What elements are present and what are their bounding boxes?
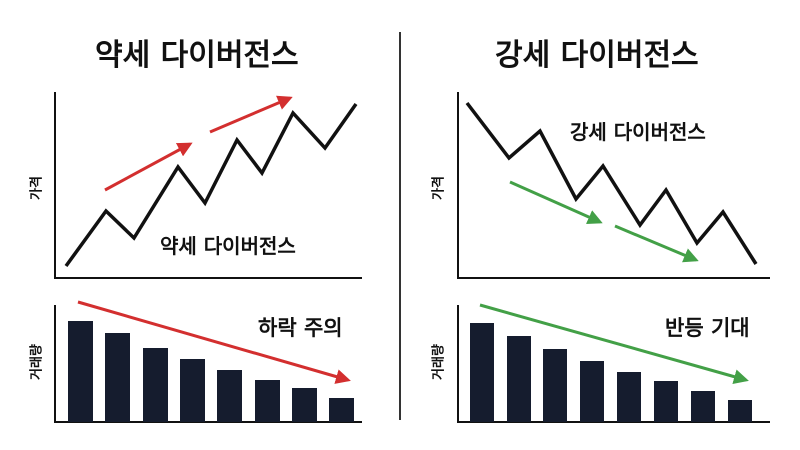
volume-bar [105, 333, 130, 422]
bearish-price-axes [54, 92, 362, 279]
bearish-price-axis-label: 가격 [29, 176, 45, 200]
bearish-price-arrow-2 [209, 95, 293, 134]
bullish-volume-axis-label: 거래량 [431, 344, 447, 380]
bullish-price-arrow-1 [509, 180, 603, 224]
volume-bar [68, 321, 93, 422]
bearish-panel [54, 92, 362, 423]
volume-bar [255, 380, 280, 422]
bearish-volume-bars [68, 321, 354, 422]
volume-bar [691, 391, 715, 422]
volume-bar [728, 400, 752, 422]
bullish-price-annotation: 강세 다이버전스 [570, 120, 706, 144]
volume-bar [507, 336, 531, 422]
bearish-volume-axis-label: 거래량 [29, 344, 45, 380]
bullish-volume-arrow [479, 303, 749, 384]
bullish-volume-bars [470, 323, 752, 422]
volume-bar [180, 359, 205, 422]
bullish-price-axes [457, 92, 770, 279]
bearish-volume-arrow [77, 300, 351, 384]
volume-bar [543, 349, 567, 422]
bullish-price-arrow-2 [614, 224, 699, 263]
bullish-panel [457, 92, 770, 423]
bullish-title: 강세 다이버전스 [495, 38, 699, 73]
bearish-price-annotation: 약세 다이버전스 [160, 234, 296, 258]
volume-bar [329, 398, 354, 422]
volume-bar [654, 381, 678, 422]
bearish-price-line [64, 102, 358, 268]
bullish-price-axis-label: 가격 [431, 176, 447, 200]
volume-bar [617, 372, 641, 422]
volume-bar [292, 388, 317, 422]
volume-bar [143, 348, 168, 422]
bearish-volume-callout: 하락 주의 [258, 316, 343, 340]
bearish-price-arrow-1 [104, 142, 193, 192]
volume-bar [470, 323, 494, 422]
bullish-volume-callout: 반등 기대 [665, 316, 750, 340]
bullish-price-line [465, 101, 758, 265]
bearish-title: 약세 다이버전스 [95, 38, 299, 73]
volume-bar [217, 370, 242, 422]
volume-bar [580, 361, 604, 422]
